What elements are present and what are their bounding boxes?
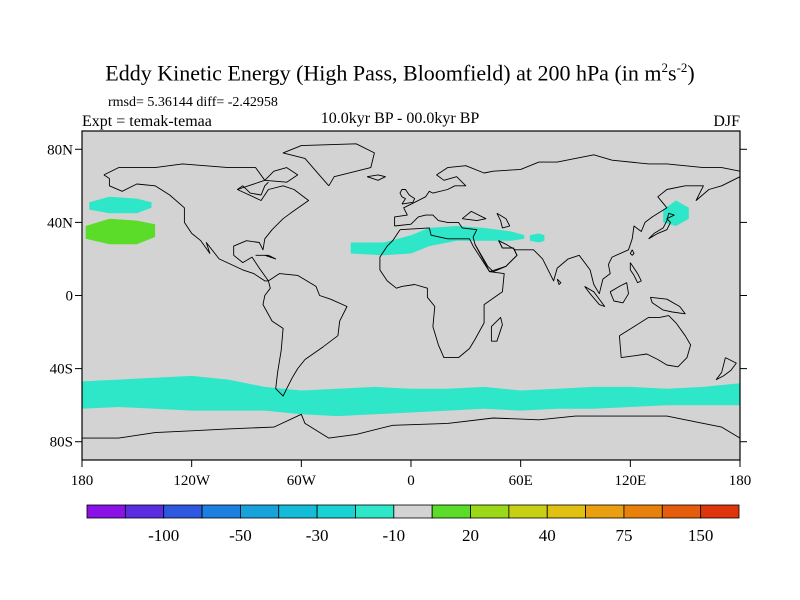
anomaly-regions [82, 196, 740, 417]
colorbar-label: 150 [688, 526, 714, 545]
iceland-coast [366, 174, 386, 181]
lon-tick-label: 120W [173, 473, 211, 489]
experiment-label: Expt = temak-temaa [82, 113, 212, 130]
antarctica-coast [82, 413, 740, 439]
lat-tick-label: 0 [66, 289, 74, 305]
taiwan-coast [629, 249, 635, 256]
colorbar-swatch [431, 504, 471, 519]
lon-tick-label: 0 [407, 473, 415, 489]
sumatra-coast [584, 286, 606, 307]
madagascar-coast [490, 316, 503, 342]
japan-anomaly [663, 200, 689, 226]
colorbar-swatch [393, 504, 433, 519]
colorbar-swatch [661, 504, 702, 519]
new-guinea-coast [649, 296, 686, 315]
japan-coast [648, 212, 675, 240]
colorbar-label: 40 [539, 526, 556, 545]
stats-label: rmsd= 5.36144 diff= -2.42958 [108, 95, 278, 110]
borneo-coast [609, 282, 629, 304]
arabia-coast [474, 240, 518, 273]
colorbar-label: -100 [148, 526, 179, 545]
axis-ticks: 80N 40N 0 40S 80S 180 120W 60W 0 60E 120E 180 [47, 142, 751, 489]
lon-tick-label: 60W [287, 473, 317, 489]
colorbar-label: -10 [382, 526, 405, 545]
colorbar-label: 20 [462, 526, 479, 545]
lat-tick-label: 40N [47, 215, 73, 231]
colorbar-swatch [316, 504, 356, 519]
colorbar: -100 -50 -30 -10 20 40 75 150 [86, 504, 740, 545]
south-asia-anomaly [529, 233, 545, 243]
colorbar-label: -30 [306, 526, 329, 545]
black-sea-coast [461, 210, 487, 222]
australia-coast [618, 315, 692, 368]
lon-tick-label: 180 [729, 473, 752, 489]
title-sup2: -2 [676, 60, 688, 75]
lat-tick-label: 40S [50, 362, 73, 378]
cuba-coast [255, 254, 277, 260]
colorbar-swatch [700, 504, 740, 519]
north-pacific-lower-anomaly [85, 218, 156, 245]
colorbar-swatch [86, 504, 126, 519]
colorbar-swatch [278, 504, 318, 519]
colorbar-label: -50 [229, 526, 252, 545]
colorbar-swatch [508, 504, 548, 519]
lat-tick-label: 80S [50, 435, 73, 451]
lat-tick-label: 80N [47, 142, 73, 158]
plot-title: Eddy Kinetic Energy (High Pass, Bloomfie… [0, 60, 800, 86]
lon-tick-label: 60E [509, 473, 533, 489]
new-zealand-coast [715, 357, 737, 381]
colorbar-swatch [470, 504, 510, 519]
eurasia-coast [394, 154, 740, 295]
colorbar-swatch [585, 504, 625, 519]
period-label: 10.0kyr BP - 00.0kyr BP [320, 110, 480, 127]
colorbar-label: 75 [615, 526, 632, 545]
hudson-bay-coast [237, 181, 269, 196]
lon-tick-label: 120E [614, 473, 646, 489]
southern-ocean-anomaly [82, 375, 740, 417]
baffin-coast [264, 167, 299, 183]
north-pacific-upper-anomaly [89, 196, 152, 214]
colorbar-swatch [124, 504, 165, 519]
season-label: DJF [713, 113, 740, 130]
lon-tick-label: 180 [71, 473, 94, 489]
coastlines [82, 143, 740, 439]
colorbar-swatch [546, 504, 586, 519]
title-end: ) [687, 60, 695, 86]
philippines-coast [629, 262, 642, 284]
colorbar-swatch [623, 504, 663, 519]
subtropical-jet-anomaly [350, 226, 525, 256]
colorbar-swatch [201, 504, 241, 519]
uk-coast [399, 189, 416, 205]
caspian-coast [496, 212, 511, 229]
title-sup1: 2 [661, 60, 669, 75]
greenland-coast [282, 143, 375, 187]
south-america-coast [262, 273, 348, 397]
title-mid: s [668, 60, 677, 86]
sri-lanka-coast [556, 278, 562, 285]
colorbar-swatch [240, 504, 280, 519]
colorbar-swatch [355, 504, 395, 519]
title-main: Eddy Kinetic Energy (High Pass, Bloomfie… [105, 60, 662, 86]
africa-coast [379, 227, 505, 359]
colorbar-swatch [163, 504, 203, 519]
